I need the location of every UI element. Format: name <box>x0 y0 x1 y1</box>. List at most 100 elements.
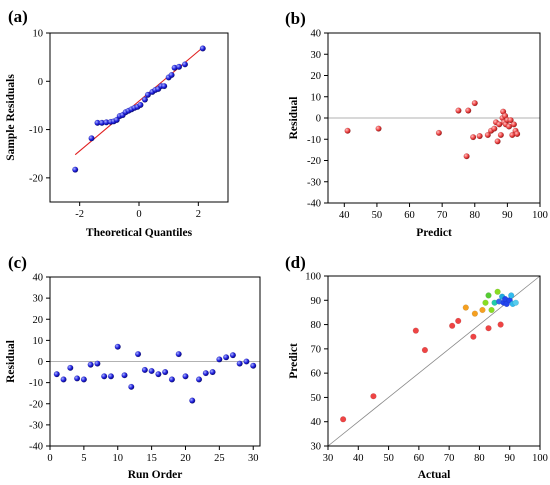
p0-point-24 <box>168 71 175 79</box>
p0-point-26 <box>176 63 183 70</box>
p1-point-3 <box>455 107 462 114</box>
p2-ytick-label-8: 40 <box>33 273 44 284</box>
p2-point-10 <box>121 372 128 379</box>
p3-ytick-label-2: 50 <box>311 393 322 404</box>
p2-point-20 <box>189 397 196 404</box>
p1-point-7 <box>471 100 478 107</box>
p1-ytick-label-8: 40 <box>311 29 322 40</box>
p1-point-9 <box>484 131 491 139</box>
p2-point-27 <box>236 360 243 367</box>
p3-xtick-label-7: 100 <box>532 453 548 464</box>
p3-x-axis-label: Actual <box>418 469 451 481</box>
p0-xtick-label-1: 0 <box>136 209 141 220</box>
p0-ytick-label-0: -20 <box>29 173 43 184</box>
p3-point-0 <box>340 416 347 423</box>
p1-point-27 <box>514 130 521 137</box>
p2-point-19 <box>182 373 189 380</box>
p0-point-22 <box>161 83 168 90</box>
p2-ytick-label-6: 20 <box>33 315 44 326</box>
p0-x-axis-label: Theoretical Quantiles <box>86 227 193 239</box>
p1-point-14 <box>496 121 503 128</box>
p3-point-8 <box>471 310 478 317</box>
p2-point-16 <box>162 369 169 376</box>
p1-point-25 <box>510 121 517 128</box>
p3-xtick-label-2: 50 <box>383 453 394 464</box>
p2-point-28 <box>243 358 250 365</box>
p2-ytick-label-7: 30 <box>33 294 44 305</box>
p1-point-11 <box>491 125 498 132</box>
p2-panel-label: (c) <box>8 253 27 272</box>
p1-xtick-label-6: 100 <box>532 210 548 221</box>
p0-ytick-label-3: 10 <box>33 29 44 40</box>
p2-point-29 <box>250 362 257 369</box>
p3-panel-label: (d) <box>285 253 306 272</box>
p1-panel-label: (b) <box>285 9 306 28</box>
p3-point-23 <box>508 292 515 299</box>
p2-ytick-label-4: 0 <box>38 357 43 368</box>
p3-ytick-label-0: 30 <box>311 442 322 453</box>
panel-c-chart: 0 5 10 15 20 25 30 -40 -30 -20 -10 0 10 20 30 40 Run Ord… <box>5 253 261 481</box>
p2-ytick-label-3: -10 <box>29 378 43 389</box>
p2-point-14 <box>148 367 155 375</box>
p3-point-13 <box>488 306 495 314</box>
p2-point-15 <box>155 371 162 378</box>
p2-point-25 <box>223 354 230 361</box>
p0-point-27 <box>181 61 189 68</box>
panel-b-chart: 40 50 60 70 80 90 100 -40 -30 -20 -10 0 10 20 30 40 Pred… <box>285 9 548 239</box>
p1-point-1 <box>375 125 382 132</box>
p3-point-12 <box>485 292 492 299</box>
p3-ytick-label-1: 40 <box>311 417 322 428</box>
p1-point-13 <box>494 138 501 145</box>
p3-xtick-label-1: 40 <box>353 453 364 464</box>
p3-ytick-label-7: 100 <box>305 272 321 283</box>
p2-point-0 <box>53 371 60 378</box>
p3-point-11 <box>482 299 489 306</box>
p3-plot-frame <box>327 275 541 447</box>
p1-xtick-label-2: 60 <box>404 210 415 221</box>
p0-panel-label: (a) <box>8 7 28 26</box>
p1-ytick-label-0: -40 <box>307 199 321 210</box>
p0-point-15 <box>137 101 144 108</box>
p1-ytick-label-1: -30 <box>307 177 321 188</box>
p3-point-25 <box>512 299 519 306</box>
p2-xtick-label-6: 30 <box>248 453 259 464</box>
p1-y-axis-label: Residual <box>288 97 300 140</box>
p1-ytick-label-2: -20 <box>307 156 321 167</box>
p2-point-8 <box>107 373 115 380</box>
p1-ytick-label-7: 30 <box>311 50 322 61</box>
p2-xtick-label-1: 5 <box>81 453 86 464</box>
p0-xtick-label-0: -2 <box>75 209 84 220</box>
p3-point-15 <box>494 288 501 295</box>
p0-point-17 <box>144 91 151 98</box>
p1-ytick-label-6: 20 <box>311 71 322 82</box>
p1-point-6 <box>470 134 477 141</box>
p3-point-7 <box>470 333 477 340</box>
p3-ytick-label-5: 80 <box>311 320 322 331</box>
p1-point-5 <box>465 107 472 114</box>
p2-point-4 <box>80 376 87 383</box>
p0-ytick-label-1: -10 <box>29 125 43 136</box>
p3-xtick-label-6: 90 <box>504 453 515 464</box>
p2-xtick-label-3: 15 <box>146 453 157 464</box>
p2-point-6 <box>94 360 101 367</box>
p2-ytick-label-1: -30 <box>29 420 43 431</box>
p3-ytick-label-3: 60 <box>311 369 322 380</box>
p0-point-0 <box>72 166 79 173</box>
p2-point-5 <box>87 361 94 368</box>
p1-xtick-label-5: 90 <box>502 210 513 221</box>
p0-ytick-label-2: 0 <box>38 77 43 88</box>
p3-point-17 <box>497 321 504 328</box>
p3-point-1 <box>370 393 377 400</box>
p2-ytick-label-5: 10 <box>33 336 44 347</box>
p0-point-28 <box>199 45 206 52</box>
p3-point-4 <box>449 322 456 329</box>
p1-ytick-label-4: 0 <box>316 114 321 125</box>
p2-y-axis-label: Residual <box>5 340 17 383</box>
p2-point-17 <box>168 376 175 383</box>
p2-x-axis-label: Run Order <box>128 469 183 481</box>
p3-xtick-label-0: 30 <box>323 453 334 464</box>
p2-ytick-label-2: -20 <box>29 399 43 410</box>
p1-xtick-label-0: 40 <box>339 210 350 221</box>
p0-point-16 <box>141 96 148 103</box>
